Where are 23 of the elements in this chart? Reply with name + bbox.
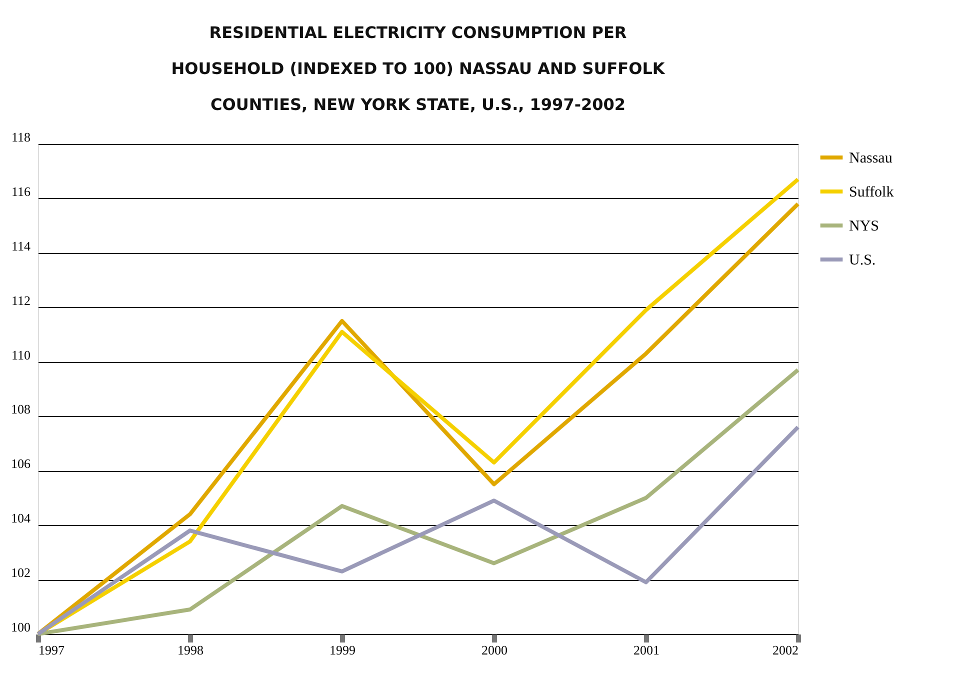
x-tick-label: 1997 xyxy=(38,642,65,658)
text: HOUSEHOLD (INDEXED TO 100) NASSAU AND SUFFOLK xyxy=(171,59,665,78)
y-tick-label: 104 xyxy=(11,510,31,526)
x-tick-label: 1998 xyxy=(178,642,204,658)
text: RESIDENTIAL ELECTRICITY CONSUMPTION PER xyxy=(209,23,627,42)
y-tick-label: 118 xyxy=(11,130,30,144)
y-tick-label: 116 xyxy=(11,184,31,199)
y-tick-label: 112 xyxy=(11,292,30,308)
legend-label: U.S. xyxy=(849,252,876,268)
x-tick-label: 2000 xyxy=(482,642,508,658)
x-tick-label: 2002 xyxy=(772,642,798,658)
legend-label: NYS xyxy=(849,218,880,234)
y-tick-label: 102 xyxy=(11,565,30,580)
x-tick-label: 2001 xyxy=(634,642,660,658)
y-tick-label: 106 xyxy=(11,456,31,472)
legend-label: Nassau xyxy=(849,150,893,166)
y-tick-label: 100 xyxy=(11,620,30,634)
text: COUNTIES, NEW YORK STATE, U.S., 1997-2002 xyxy=(210,95,626,114)
y-tick-label: 108 xyxy=(11,402,30,417)
y-tick-label: 114 xyxy=(11,238,31,254)
x-tick-label: 1999 xyxy=(330,642,356,658)
legend-label: Suffolk xyxy=(849,184,894,200)
y-tick-label: 110 xyxy=(11,347,30,362)
